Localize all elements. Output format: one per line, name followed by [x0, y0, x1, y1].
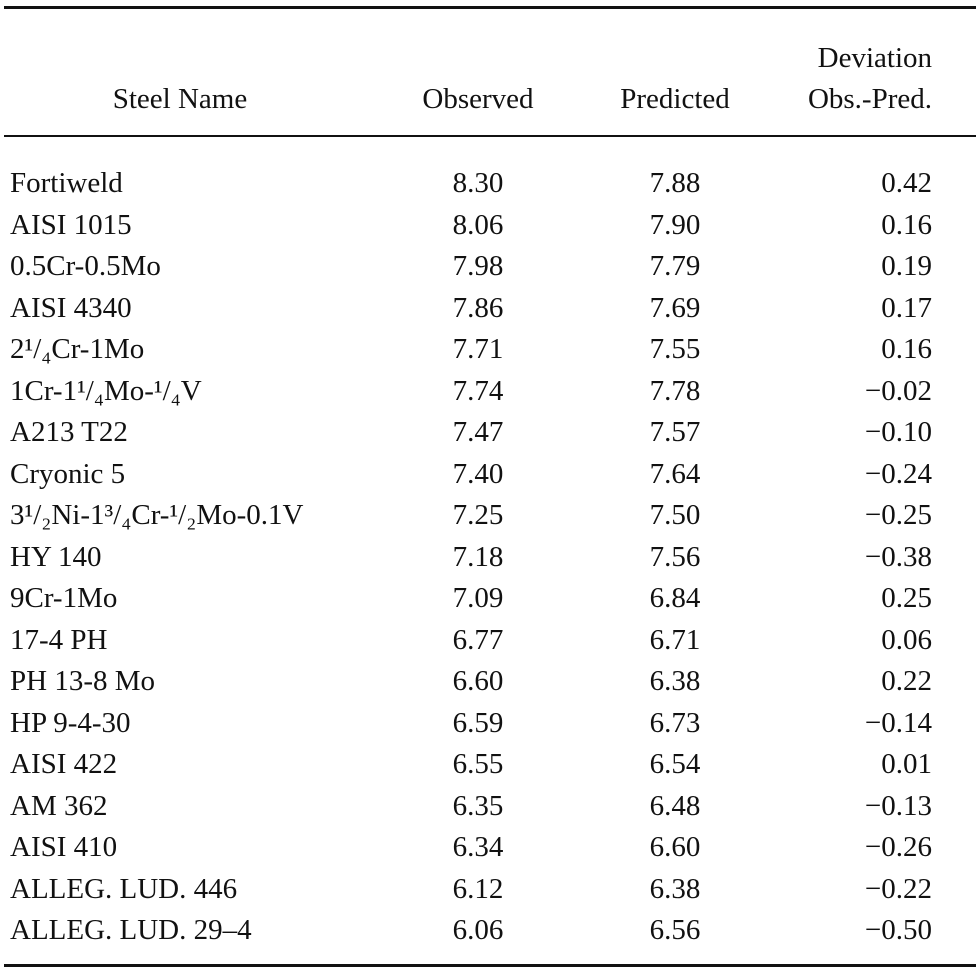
- value-cell: 6.73: [649, 706, 701, 739]
- steel-name: AISI 1015: [10, 208, 132, 241]
- value-cell: 7.74: [452, 374, 504, 407]
- value-cell: 8.06: [452, 208, 504, 241]
- value-cell: 6.54: [649, 748, 701, 780]
- value-cell: 0.22: [881, 665, 932, 697]
- value-cell: 0.16: [881, 208, 932, 241]
- value-cell: 0.06: [881, 623, 932, 656]
- value-cell: 7.47: [452, 416, 504, 448]
- bottom-rule: [4, 964, 976, 967]
- value-cell: 6.55: [452, 748, 504, 780]
- value-cell: 7.78: [649, 374, 701, 407]
- value-cell: 7.98: [452, 250, 504, 282]
- value-cell: 7.57: [649, 416, 701, 448]
- steel-name: HP 9-4-30: [10, 706, 131, 739]
- value-cell: 0.19: [881, 250, 932, 282]
- steel-name: HY 140: [10, 540, 102, 573]
- value-cell: 7.25: [452, 499, 504, 531]
- column-header: Steel Name: [112, 83, 248, 115]
- value-cell: 7.69: [649, 291, 701, 324]
- steel-name: 9Cr-1Mo: [10, 582, 118, 614]
- column-header: Observed: [422, 83, 534, 115]
- steel-name: Cryonic 5: [10, 457, 126, 490]
- value-cell: −0.13: [864, 789, 932, 822]
- value-cell: 6.71: [649, 623, 701, 656]
- value-cell: 6.48: [649, 789, 701, 822]
- steel-name: AISI 422: [10, 748, 118, 780]
- value-cell: 7.64: [649, 457, 701, 490]
- value-cell: −0.38: [864, 540, 932, 573]
- steel-name: Fortiweld: [10, 167, 123, 199]
- value-cell: 7.50: [649, 499, 701, 531]
- steel-name: 2¹/₄Cr-1Mo: [10, 333, 145, 365]
- value-cell: −0.24: [864, 457, 932, 490]
- value-cell: 6.06: [452, 914, 504, 946]
- column-header: Predicted: [620, 83, 730, 115]
- steel-name: 0.5Cr-0.5Mo: [10, 250, 161, 282]
- value-cell: 7.40: [452, 457, 504, 490]
- value-cell: 7.71: [452, 333, 504, 365]
- top-rule: [4, 6, 976, 9]
- value-cell: 6.77: [452, 623, 504, 656]
- value-cell: 6.35: [452, 789, 504, 822]
- value-cell: 6.38: [649, 872, 701, 905]
- value-cell: 7.09: [452, 582, 504, 614]
- value-cell: 6.60: [649, 831, 701, 863]
- value-cell: 0.01: [881, 748, 932, 780]
- value-cell: 6.12: [452, 872, 504, 905]
- value-cell: 8.30: [452, 167, 504, 199]
- steel-name: A213 T22: [10, 416, 128, 448]
- steel-name: ALLEG. LUD. 446: [10, 872, 238, 905]
- value-cell: 6.56: [649, 914, 701, 946]
- value-cell: 7.86: [452, 291, 504, 324]
- value-cell: 7.55: [649, 333, 701, 365]
- value-cell: −0.10: [864, 416, 932, 448]
- value-cell: 0.16: [881, 333, 932, 365]
- value-cell: 7.79: [649, 250, 701, 282]
- steel-name: ALLEG. LUD. 29–4: [10, 914, 252, 946]
- value-cell: −0.50: [864, 914, 932, 946]
- value-cell: 6.84: [649, 582, 701, 614]
- value-cell: 7.56: [649, 540, 701, 573]
- value-cell: 6.38: [649, 665, 701, 697]
- steel-name: AISI 410: [10, 831, 118, 863]
- column-header: Obs.-Pred.: [807, 83, 932, 115]
- header-rule: [4, 135, 976, 137]
- value-cell: −0.22: [864, 872, 932, 905]
- value-cell: 7.90: [649, 208, 701, 241]
- steel-name: AM 362: [10, 789, 108, 822]
- value-cell: 0.42: [881, 167, 932, 199]
- value-cell: 6.60: [452, 665, 504, 697]
- value-cell: −0.02: [864, 374, 932, 407]
- steel-name: 17-4 PH: [10, 623, 108, 656]
- value-cell: 7.18: [452, 540, 504, 573]
- value-cell: −0.25: [864, 499, 932, 531]
- column-header: Deviation: [817, 42, 932, 74]
- steel-name: 3¹/₂Ni-1³/₄Cr-¹/₂Mo-0.1V: [10, 499, 304, 531]
- value-cell: −0.14: [864, 706, 932, 739]
- steel-name: PH 13-8 Mo: [10, 665, 156, 697]
- value-cell: 0.17: [881, 291, 932, 324]
- value-cell: 6.34: [452, 831, 504, 863]
- steel-name: AISI 4340: [10, 291, 132, 324]
- value-cell: −0.26: [864, 831, 932, 863]
- value-cell: 6.59: [452, 706, 504, 739]
- steel-name: 1Cr-1¹/₄Mo-¹/₄V: [10, 374, 202, 407]
- value-cell: 0.25: [881, 582, 932, 614]
- value-cell: 7.88: [649, 167, 701, 199]
